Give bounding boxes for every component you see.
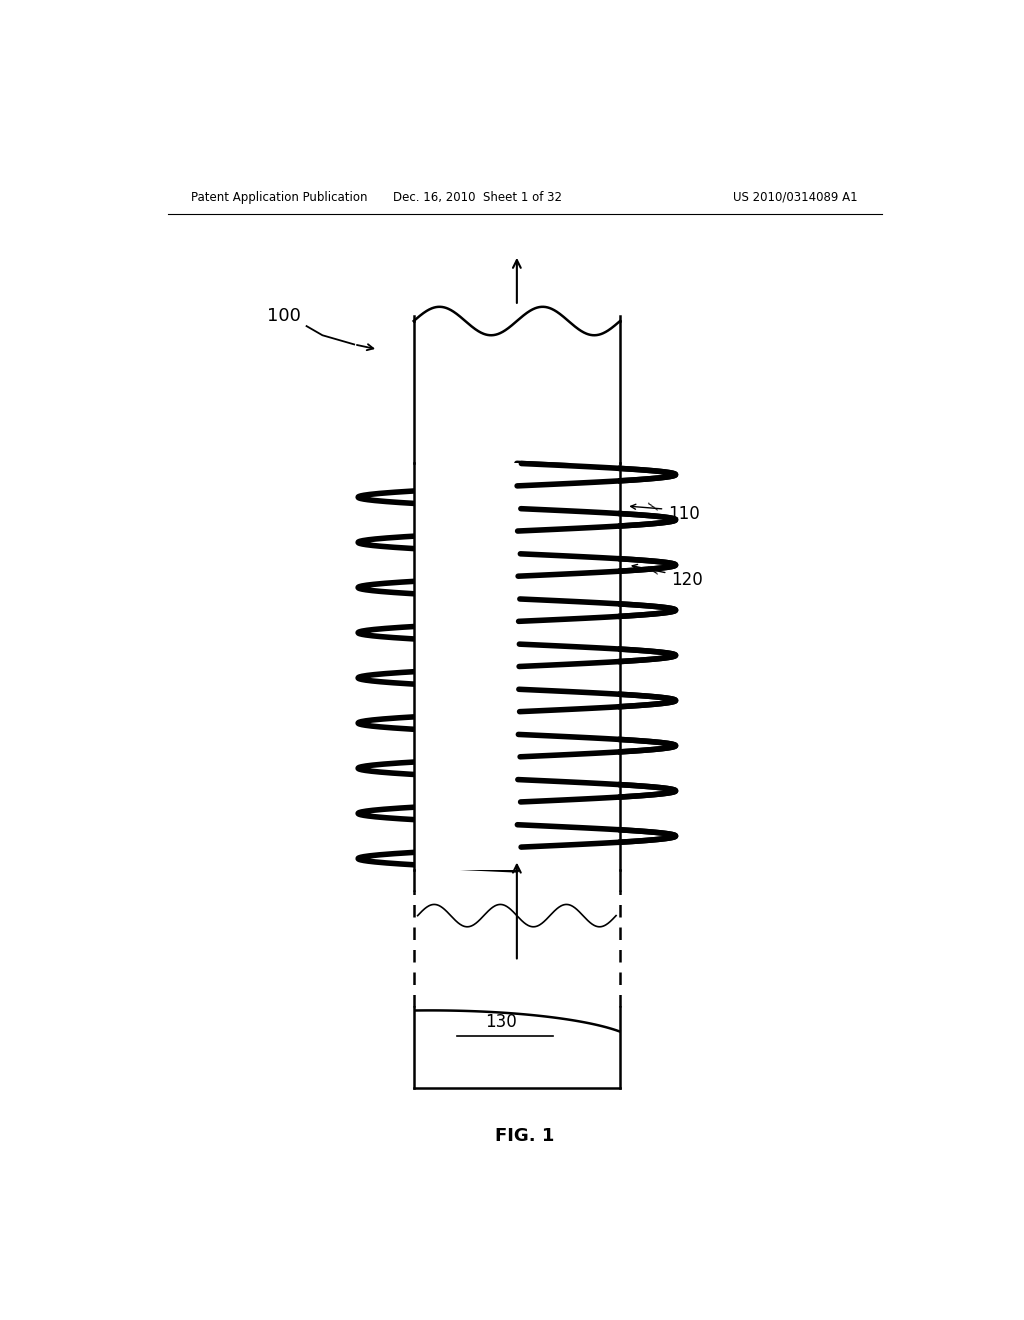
- Text: US 2010/0314089 A1: US 2010/0314089 A1: [733, 190, 858, 203]
- Text: FIG. 1: FIG. 1: [496, 1127, 554, 1146]
- Text: 110: 110: [668, 506, 699, 523]
- Bar: [416, 463, 618, 870]
- Text: Patent Application Publication: Patent Application Publication: [191, 190, 368, 203]
- Text: 100: 100: [267, 308, 301, 325]
- Text: Dec. 16, 2010  Sheet 1 of 32: Dec. 16, 2010 Sheet 1 of 32: [392, 190, 562, 203]
- Text: 120: 120: [672, 572, 703, 589]
- Text: 130: 130: [485, 1014, 517, 1031]
- Text: /: /: [646, 565, 660, 574]
- Text: /: /: [646, 502, 660, 511]
